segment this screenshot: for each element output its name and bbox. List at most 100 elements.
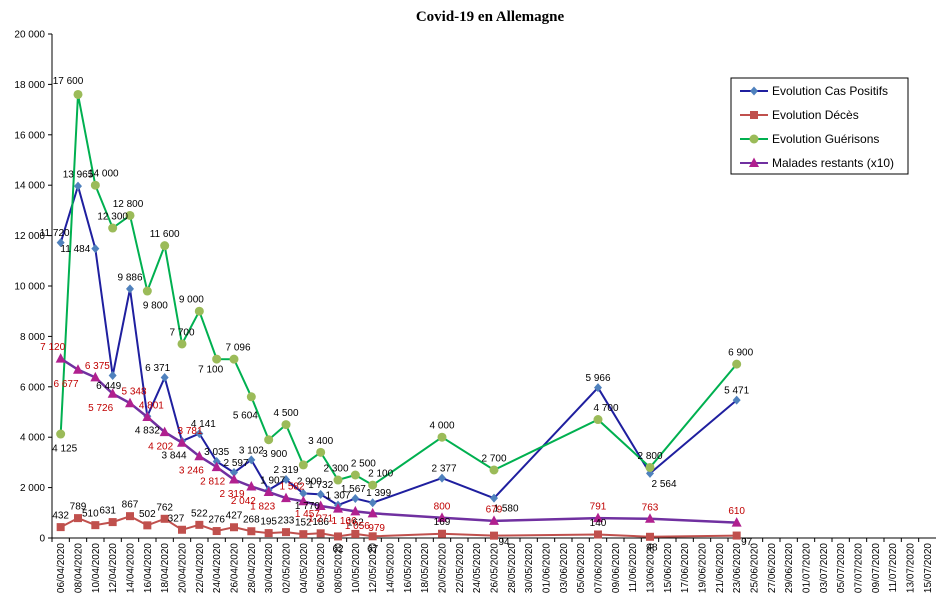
- data-point: [437, 432, 447, 442]
- data-label: 4 832: [135, 426, 160, 437]
- data-label: 1 907: [260, 475, 285, 486]
- data-label: 1 271: [308, 513, 333, 524]
- legend-label: Evolution Guérisons: [772, 132, 879, 146]
- data-point: [750, 86, 758, 96]
- data-point: [56, 429, 66, 439]
- data-point: [732, 531, 741, 540]
- data-point: [490, 531, 498, 540]
- data-label: 276: [208, 515, 225, 526]
- data-point: [229, 354, 239, 364]
- data-label: 4 202: [148, 442, 173, 453]
- data-label: 12 300: [97, 212, 128, 223]
- data-label: 5 471: [724, 386, 749, 397]
- data-label: 791: [590, 502, 607, 513]
- data-point: [55, 353, 66, 363]
- x-tick-label: 20/04/2020: [178, 543, 189, 593]
- data-point: [490, 493, 498, 503]
- data-point: [368, 532, 377, 541]
- data-point: [368, 498, 377, 508]
- data-point: [90, 180, 100, 190]
- data-point: [367, 507, 378, 518]
- data-label: 268: [243, 515, 260, 526]
- data-label: 3 102: [239, 445, 264, 456]
- legend-item: Evolution Cas Positifs: [740, 84, 888, 98]
- data-label: 610: [728, 506, 745, 517]
- x-tick-label: 01/07/2020: [802, 543, 813, 593]
- y-tick-label: 16 000: [14, 130, 45, 141]
- x-tick-label: 13/07/2020: [906, 543, 917, 593]
- data-point: [315, 500, 326, 510]
- legend: Evolution Cas Positifs Evolution Décès Evo…: [730, 77, 909, 175]
- x-tick-label: 24/04/2020: [212, 543, 223, 593]
- x-tick-label: 16/05/2020: [403, 543, 414, 593]
- data-point: [229, 474, 239, 484]
- data-label: 3 844: [161, 451, 186, 462]
- data-point: [282, 475, 290, 485]
- data-label: 7 120: [40, 342, 65, 353]
- data-label: 152: [295, 518, 312, 529]
- x-tick-label: 05/07/2020: [836, 543, 847, 593]
- data-point: [126, 512, 134, 521]
- data-labels: 11 720 13 965 11 484 6 449 9 886 4 832 6 371 3 …: [40, 76, 754, 555]
- data-label: 7 700: [169, 327, 194, 338]
- data-point: [334, 532, 342, 541]
- data-point: [160, 514, 169, 523]
- legend-item: Evolution Décès: [740, 108, 859, 122]
- data-label: 17 600: [53, 76, 84, 87]
- x-tick-label: 03/06/2020: [559, 543, 570, 593]
- series-2: [56, 89, 742, 490]
- data-point: [264, 435, 274, 445]
- x-tick-label: 20/05/2020: [438, 543, 449, 593]
- series-line: [59, 94, 738, 487]
- data-point: [645, 462, 655, 472]
- data-label: 233: [278, 516, 295, 527]
- x-tick-label: 15/06/2020: [663, 543, 674, 593]
- x-tick-label: 02/05/2020: [282, 543, 293, 593]
- x-tick-label: 06/04/2020: [56, 543, 67, 593]
- data-label: 502: [139, 509, 156, 520]
- y-tick-label: 20 000: [14, 30, 45, 41]
- data-label: 7 096: [225, 343, 250, 354]
- x-tick-label: 22/05/2020: [455, 543, 466, 593]
- data-label: 679: [486, 504, 503, 515]
- y-tick-label: 10 000: [14, 282, 45, 293]
- data-point: [211, 461, 222, 472]
- data-point: [593, 415, 603, 425]
- data-point: [194, 306, 204, 316]
- data-point: [178, 525, 186, 534]
- data-label: 5 604: [233, 410, 258, 421]
- legend-item: Malades restants (x10): [740, 156, 894, 170]
- data-point: [230, 468, 238, 478]
- data-label: 800: [434, 501, 451, 512]
- data-label: 3 900: [262, 449, 287, 460]
- data-point: [489, 515, 499, 525]
- data-point: [732, 359, 742, 369]
- data-point: [351, 494, 360, 504]
- data-point: [263, 486, 274, 497]
- legend-label: Malades restants (x10): [772, 156, 894, 170]
- x-tick-label: 10/05/2020: [351, 543, 362, 593]
- data-label: 1 823: [250, 502, 275, 513]
- data-point: [195, 429, 204, 439]
- data-point: [160, 372, 169, 382]
- data-point: [351, 529, 360, 538]
- data-point: [731, 517, 742, 527]
- x-tick-label: 18/05/2020: [420, 543, 431, 593]
- data-label: 1 582: [279, 482, 304, 493]
- x-tick-label: 18/04/2020: [160, 543, 171, 593]
- x-tick-label: 07/06/2020: [594, 543, 605, 593]
- data-point: [177, 339, 187, 349]
- x-tick-label: 28/04/2020: [247, 543, 258, 593]
- data-point: [438, 473, 446, 483]
- data-label: 9 800: [143, 301, 168, 312]
- data-point: [646, 532, 654, 541]
- x-tick-label: 07/07/2020: [854, 543, 865, 593]
- series-layer: [55, 89, 742, 541]
- y-tick-label: 6 000: [20, 382, 45, 393]
- data-label: 12 800: [113, 199, 144, 210]
- y-tick-label: 8 000: [20, 332, 45, 343]
- data-point: [142, 286, 152, 296]
- data-label: 6 677: [53, 379, 78, 390]
- data-point: [160, 241, 170, 251]
- data-label: 5 348: [121, 387, 146, 398]
